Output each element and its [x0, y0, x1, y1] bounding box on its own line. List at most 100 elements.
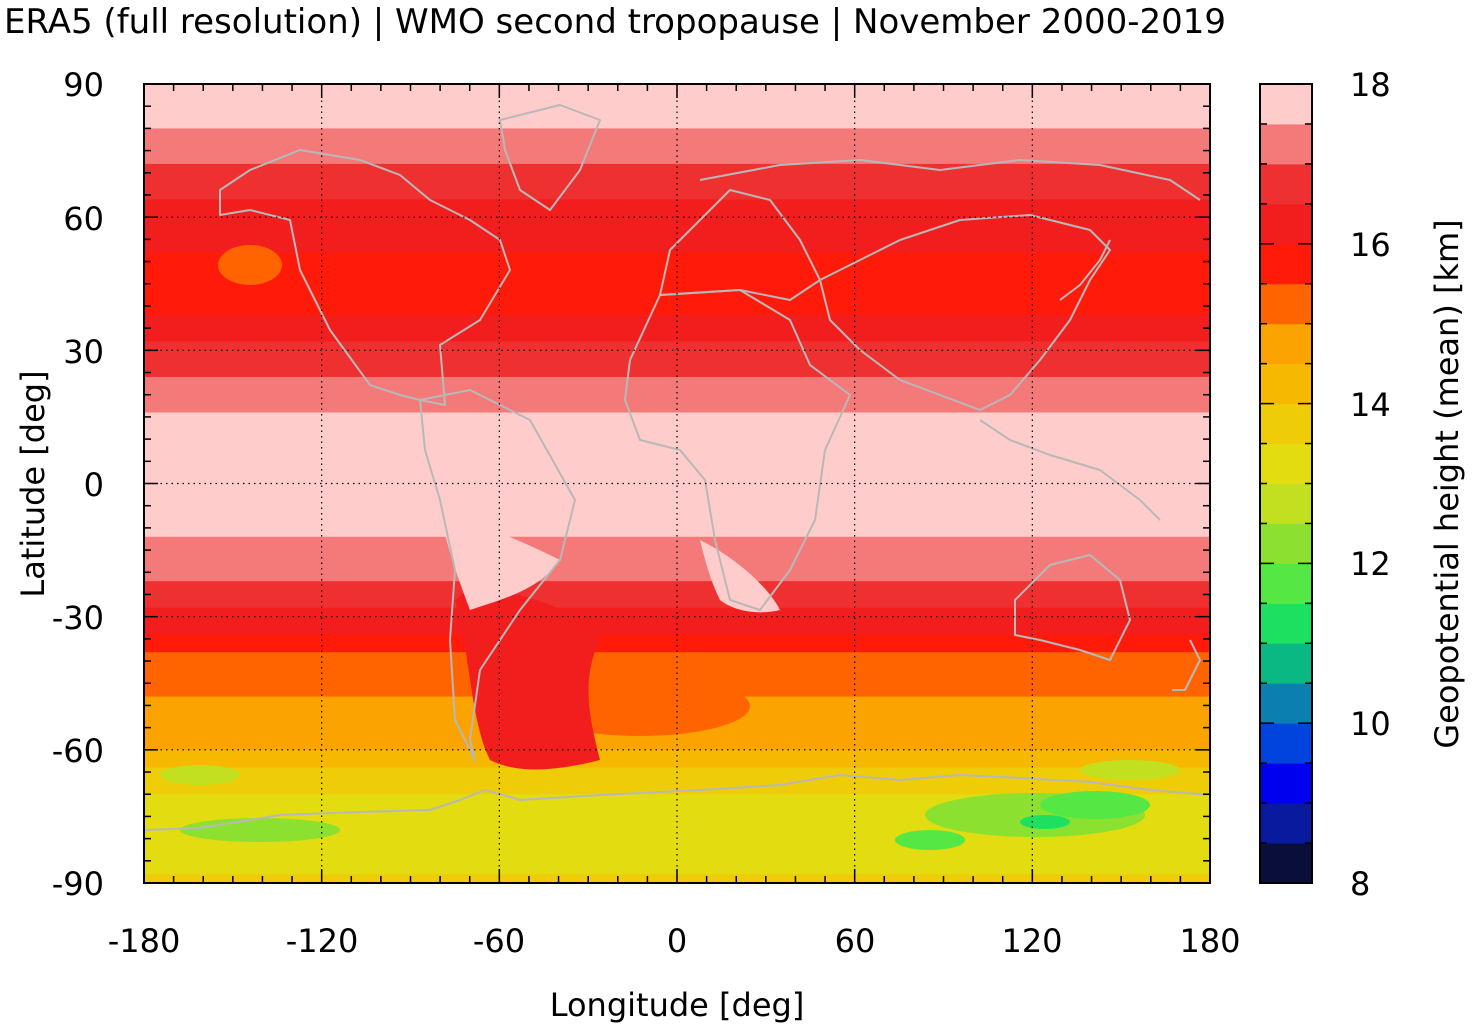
- latitude-band: [144, 155, 1210, 165]
- colorbar-level: [1260, 683, 1312, 724]
- colorbar-level: [1260, 803, 1312, 844]
- y-tick-label: -30: [52, 599, 104, 637]
- coast-north-siberia: [699, 159, 1201, 201]
- latitude-band: [144, 820, 1210, 831]
- latitude-band: [144, 110, 1210, 121]
- latitude-band: [144, 732, 1210, 742]
- coast-south-america: [419, 389, 576, 761]
- latitude-band: [144, 252, 1210, 263]
- colorbar-level: [1260, 163, 1312, 205]
- latitude-band: [144, 749, 1210, 760]
- colorbar-level: [1260, 243, 1312, 285]
- colorbar-level: [1260, 123, 1312, 165]
- x-tick-labels: -180 -120 -60 0 60 120 180: [108, 922, 1241, 960]
- colorbar-level: [1260, 203, 1312, 245]
- colorbar-tick-labels: 18 16 14 12 10 8: [1350, 66, 1391, 903]
- colorbar-tick-label: 14: [1350, 386, 1391, 424]
- x-tick-label: -120: [286, 922, 359, 960]
- latitude-band: [144, 199, 1210, 209]
- plot-title: ERA5 (full resolution) | WMO second trop…: [4, 2, 1227, 42]
- x-tick-label: 0: [667, 922, 687, 960]
- coast-antarctica: [144, 774, 1210, 831]
- latitude-band: [144, 368, 1210, 378]
- latitude-band: [144, 297, 1210, 307]
- y-tick-labels: 90 60 30 0 -30 -60 -90: [52, 66, 104, 903]
- y-tick-label: -60: [52, 732, 104, 770]
- colorbar-level: [1260, 723, 1312, 764]
- colorbar-level: [1260, 643, 1312, 684]
- coast-north-america: [219, 149, 511, 406]
- antarctic-green-3: [1020, 815, 1070, 829]
- latitude-band: [144, 510, 1210, 520]
- colorbar-ticks: [1260, 83, 1312, 884]
- latitude-band: [144, 403, 1210, 414]
- x-tick-label: -60: [473, 922, 525, 960]
- y-axis-label: Latitude [deg]: [14, 370, 52, 597]
- coast-new-zealand: [1172, 639, 1201, 691]
- y-tick-label: -90: [52, 865, 104, 903]
- colorbar: [1260, 84, 1312, 884]
- latitude-band: [144, 279, 1210, 289]
- latitude-band: [144, 359, 1210, 369]
- coast-africa: [624, 289, 851, 611]
- latitude-band: [144, 314, 1210, 325]
- coast-maritime-se-asia: [979, 419, 1161, 521]
- latitude-band: [144, 341, 1210, 351]
- latitude-band: [144, 163, 1210, 174]
- colorbar-tick-label: 8: [1350, 865, 1370, 903]
- colorbar-label: Geopotential height (mean) [km]: [1428, 219, 1466, 748]
- south-america-red-tongue: [455, 588, 600, 770]
- colorbar-tick-label: 16: [1350, 226, 1391, 264]
- latitude-band: [144, 643, 1210, 653]
- latitude-band: [144, 554, 1210, 564]
- latitude-band: [144, 181, 1210, 192]
- coast-europe: [659, 189, 821, 301]
- latitude-band: [144, 456, 1210, 467]
- x-tick-label: 60: [835, 922, 876, 960]
- latitude-band: [144, 128, 1210, 138]
- latitude-band: [144, 385, 1210, 396]
- y-tick-label: 30: [63, 333, 104, 371]
- x-axis-label: Longitude [deg]: [550, 986, 805, 1024]
- antarctic-green-6: [160, 765, 240, 785]
- coastlines: [144, 104, 1210, 831]
- y-tick-label: 0: [84, 466, 104, 504]
- latitude-band: [144, 137, 1210, 147]
- latitude-band: [144, 519, 1210, 529]
- latitude-band: [144, 412, 1210, 422]
- latitude-band: [144, 501, 1210, 511]
- coast-asia: [819, 214, 1111, 411]
- colorbar-level: [1260, 603, 1312, 644]
- colorbar-tick-label: 12: [1350, 545, 1391, 583]
- latitude-band: [144, 483, 1210, 493]
- latitude-band: [144, 758, 1210, 769]
- anomaly-patches: [160, 245, 1180, 850]
- latitude-band: [144, 590, 1210, 600]
- colorbar-level: [1260, 443, 1312, 484]
- latitude-band: [144, 288, 1210, 298]
- latitude-band: [144, 208, 1210, 218]
- colorbar-level: [1260, 283, 1312, 325]
- colorbar-level: [1260, 363, 1312, 405]
- alaska-gulf-patch: [218, 245, 282, 285]
- latitude-band: [144, 776, 1210, 786]
- colorbar-level: [1260, 323, 1312, 365]
- colorbar-level: [1260, 843, 1312, 884]
- latitude-band: [144, 350, 1210, 360]
- colorbar-tick-label: 18: [1350, 66, 1391, 104]
- antarctic-green-4: [895, 830, 965, 850]
- coast-japan: [1059, 239, 1111, 301]
- colorbar-tick-label: 10: [1350, 705, 1391, 743]
- colorbar-level: [1260, 563, 1312, 604]
- latitude-band: [144, 669, 1210, 680]
- x-tick-label: 180: [1179, 922, 1240, 960]
- colorbar-level: [1260, 523, 1312, 564]
- latitude-band: [144, 270, 1210, 280]
- latitude-band: [144, 598, 1210, 609]
- latitude-band: [144, 803, 1210, 813]
- latitude-band: [144, 829, 1210, 840]
- antarctic-green-2: [1040, 791, 1150, 819]
- coast-greenland: [499, 104, 601, 211]
- colorbar-level: [1260, 84, 1312, 125]
